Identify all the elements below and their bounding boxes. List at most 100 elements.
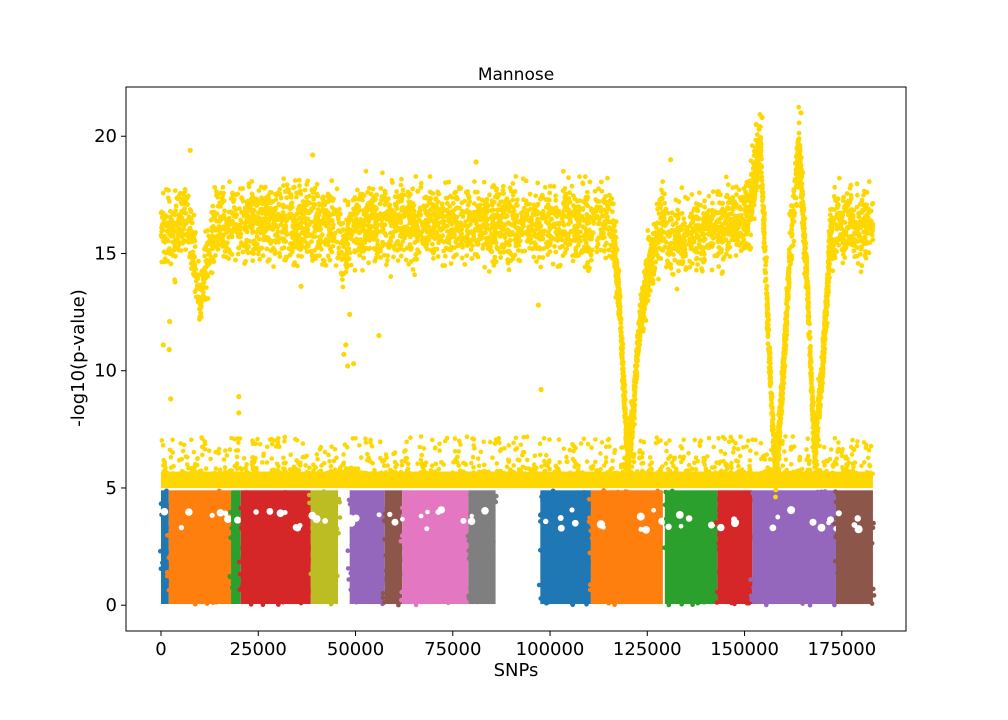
- snp-point: [845, 501, 851, 506]
- snp-point: [158, 548, 163, 554]
- snp-point: [511, 440, 516, 446]
- snp-point: [701, 563, 707, 569]
- snp-point: [871, 593, 877, 598]
- sparse-gap: [854, 515, 861, 522]
- snp-point: [504, 213, 510, 219]
- snp-point: [790, 527, 795, 532]
- snp-point: [570, 516, 575, 521]
- snp-point: [486, 501, 492, 507]
- snp-point: [769, 507, 774, 513]
- snp-point: [717, 461, 722, 466]
- snp-point: [212, 185, 218, 190]
- snp-point: [366, 185, 372, 191]
- snp-point: [642, 553, 648, 558]
- snp-point: [620, 572, 625, 577]
- snp-point: [322, 449, 328, 455]
- snp-point: [827, 537, 833, 543]
- snp-point: [350, 468, 356, 474]
- snp-point: [286, 587, 291, 593]
- snp-point: [723, 537, 729, 543]
- snp-point: [571, 237, 576, 243]
- snp-point: [444, 435, 450, 441]
- snp-point: [799, 511, 805, 517]
- snp-point: [302, 578, 308, 583]
- snp-point: [430, 241, 435, 247]
- snp-point: [460, 244, 465, 250]
- snp-point: [807, 602, 813, 608]
- snp-point: [702, 462, 707, 468]
- snp-point: [663, 516, 669, 521]
- snp-point: [861, 560, 867, 565]
- snp-point: [577, 496, 583, 501]
- snp-point: [606, 247, 612, 253]
- snp-point: [601, 494, 606, 499]
- snp-point: [652, 559, 657, 565]
- snp-point: [302, 187, 308, 193]
- snp-point: [805, 453, 811, 459]
- snp-point: [463, 471, 469, 476]
- snp-point: [410, 186, 416, 192]
- snp-point: [764, 602, 769, 608]
- snp-point: [263, 549, 269, 554]
- snp-point: [359, 455, 364, 460]
- snp-point: [581, 490, 587, 495]
- snp-point: [452, 449, 458, 454]
- snp-point: [852, 570, 858, 576]
- snp-point: [356, 470, 361, 476]
- snp-point: [587, 515, 592, 521]
- snp-point: [158, 501, 164, 507]
- snp-point: [531, 254, 537, 260]
- snp-point: [350, 436, 356, 441]
- snp-point: [654, 435, 660, 440]
- snp-point: [575, 469, 580, 475]
- snp-point: [164, 488, 169, 494]
- snp-point: [278, 222, 284, 228]
- snp-point: [339, 471, 345, 476]
- snp-point: [198, 306, 204, 311]
- snp-point: [832, 459, 838, 464]
- snp-point: [849, 452, 855, 457]
- snp-point: [709, 267, 715, 273]
- snp-point: [598, 179, 604, 185]
- snp-point: [672, 257, 678, 263]
- snp-point: [313, 570, 319, 576]
- snp-point: [591, 587, 596, 592]
- snp-point: [310, 527, 315, 532]
- snp-point: [753, 519, 759, 525]
- snp-point: [849, 493, 855, 499]
- sparse-gap: [352, 514, 360, 522]
- snp-point: [754, 504, 760, 509]
- snp-point: [478, 449, 484, 455]
- snp-point: [471, 561, 476, 567]
- snp-point: [767, 457, 773, 462]
- chart-title: Mannose: [478, 65, 554, 85]
- snp-point: [173, 588, 178, 594]
- snp-point: [394, 189, 399, 195]
- snp-point: [706, 469, 712, 474]
- snp-point: [226, 592, 231, 598]
- snp-point: [854, 192, 860, 198]
- snp-point: [443, 516, 448, 521]
- snp-point: [340, 284, 346, 290]
- snp-point: [731, 540, 737, 546]
- snp-point: [185, 592, 190, 597]
- snp-point: [679, 185, 685, 191]
- snp-point: [430, 545, 435, 550]
- snp-point: [693, 256, 699, 262]
- snp-point: [639, 461, 644, 466]
- snp-point: [400, 505, 405, 511]
- snp-point: [202, 439, 208, 444]
- snp-point: [746, 438, 751, 444]
- snp-point: [378, 455, 383, 461]
- snp-point: [770, 589, 776, 595]
- snp-point: [756, 593, 761, 599]
- snp-point: [487, 192, 492, 198]
- snp-point: [206, 448, 212, 454]
- snp-point: [371, 571, 376, 576]
- snp-point: [257, 572, 262, 578]
- snp-point: [470, 551, 475, 557]
- snp-point: [383, 452, 389, 457]
- snp-point: [521, 223, 526, 229]
- snp-point: [849, 542, 855, 547]
- snp-point: [475, 599, 480, 605]
